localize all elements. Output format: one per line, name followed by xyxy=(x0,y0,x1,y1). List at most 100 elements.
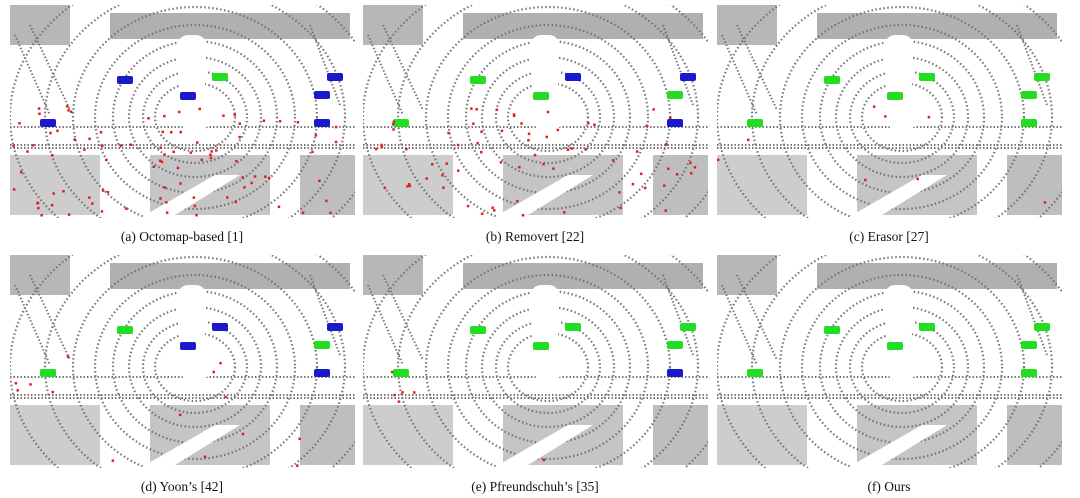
dynamic-point xyxy=(152,165,155,168)
car-points xyxy=(919,73,935,81)
dynamic-point xyxy=(163,186,166,189)
panel xyxy=(363,255,708,468)
dynamic-point xyxy=(480,212,484,215)
dynamic-point xyxy=(520,122,523,125)
dynamic-point xyxy=(689,161,692,165)
point-cloud-image xyxy=(10,5,355,218)
dynamic-point xyxy=(38,112,41,115)
dynamic-point xyxy=(226,196,229,199)
dynamic-point xyxy=(219,361,222,365)
dynamic-point xyxy=(546,110,550,114)
dynamic-point xyxy=(192,196,196,199)
dynamic-point xyxy=(397,400,401,403)
car-points xyxy=(667,369,683,377)
dynamic-point xyxy=(83,148,86,151)
dynamic-point xyxy=(527,139,530,142)
dynamic-point xyxy=(314,134,318,137)
dynamic-point xyxy=(441,174,444,177)
dynamic-point xyxy=(262,119,266,122)
point-cloud-image xyxy=(10,255,355,468)
panel-caption: (a) Octomap-based [1] xyxy=(121,229,243,244)
dynamic-point xyxy=(445,162,448,165)
dynamic-point xyxy=(36,201,39,205)
dynamic-point xyxy=(552,167,555,170)
dynamic-point xyxy=(67,213,71,216)
dynamic-point xyxy=(66,355,70,358)
dynamic-point xyxy=(56,129,59,133)
dynamic-point xyxy=(277,205,281,209)
dynamic-point xyxy=(325,199,328,203)
dynamic-point xyxy=(37,206,40,210)
dynamic-point xyxy=(652,108,655,111)
dynamic-point xyxy=(513,114,516,117)
dynamic-point xyxy=(413,391,416,394)
dynamic-point xyxy=(499,161,503,164)
dynamic-point xyxy=(163,153,166,156)
dynamic-point xyxy=(631,182,635,186)
car-points xyxy=(1034,73,1050,81)
dynamic-point xyxy=(401,391,404,394)
dynamic-point xyxy=(163,114,166,118)
dynamic-point xyxy=(717,158,720,162)
car-points xyxy=(887,92,903,100)
dynamic-point xyxy=(170,131,173,134)
dynamic-point xyxy=(593,123,596,126)
dynamic-point xyxy=(675,173,679,176)
car-points xyxy=(314,369,330,377)
dynamic-point xyxy=(172,150,175,154)
dynamic-point xyxy=(1043,201,1047,204)
panel-caption: (e) Pfreundschuh’s [35] xyxy=(471,479,598,494)
dynamic-point xyxy=(645,124,648,128)
dynamic-point xyxy=(542,458,545,462)
dynamic-point xyxy=(466,204,470,208)
dynamic-point xyxy=(193,204,197,208)
dynamic-point xyxy=(14,382,18,385)
dynamic-point xyxy=(268,176,271,180)
car-points xyxy=(40,119,56,127)
dynamic-point xyxy=(179,130,182,134)
car-points xyxy=(327,73,343,81)
panel xyxy=(717,5,1062,218)
dynamic-point xyxy=(663,184,666,187)
dynamic-point xyxy=(20,171,23,174)
dynamic-point xyxy=(91,202,94,205)
dynamic-point xyxy=(500,129,504,133)
dynamic-point xyxy=(101,189,105,192)
panel-caption: (f) Ours xyxy=(867,479,910,494)
car-points xyxy=(314,91,330,99)
dynamic-point xyxy=(160,160,164,164)
dynamic-point xyxy=(29,383,32,386)
car-points xyxy=(314,119,330,127)
point-cloud-image xyxy=(717,5,1062,218)
dynamic-point xyxy=(37,107,41,110)
dynamic-point xyxy=(747,138,750,142)
car-points xyxy=(1021,369,1037,377)
dynamic-point xyxy=(521,214,525,217)
dynamic-point xyxy=(563,211,566,214)
dynamic-point xyxy=(111,459,115,462)
dynamic-point xyxy=(50,203,54,207)
dynamic-point xyxy=(391,122,395,126)
dynamic-point xyxy=(442,186,445,189)
dynamic-point xyxy=(215,149,218,152)
car-points xyxy=(533,342,549,350)
dynamic-point xyxy=(209,156,213,160)
dynamic-point xyxy=(62,190,65,193)
dynamic-point xyxy=(12,188,16,191)
dynamic-point xyxy=(518,165,521,169)
dynamic-point xyxy=(88,137,91,141)
dynamic-point xyxy=(100,210,104,213)
dynamic-point xyxy=(470,107,473,110)
dynamic-point xyxy=(405,147,408,151)
dynamic-point xyxy=(195,213,198,217)
dynamic-point xyxy=(329,211,332,215)
dynamic-point xyxy=(18,122,21,125)
dynamic-point xyxy=(619,206,622,210)
dynamic-point xyxy=(431,163,434,166)
dynamic-point xyxy=(159,159,162,162)
car-points xyxy=(470,76,486,84)
panel xyxy=(10,255,355,468)
dynamic-point xyxy=(380,145,384,149)
dynamic-point xyxy=(618,191,621,194)
